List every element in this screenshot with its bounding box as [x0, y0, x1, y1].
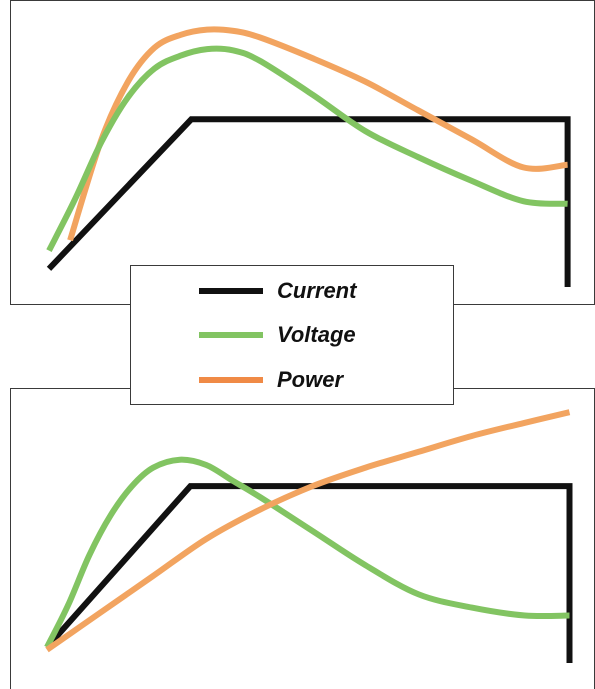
legend-item-voltage: Voltage [199, 320, 356, 350]
top-series-voltage-line [46, 45, 568, 252]
legend-swatch-power [199, 377, 263, 383]
chart-bottom-plot [44, 409, 573, 663]
legend-swatch-voltage [199, 332, 263, 338]
chart-top-plot [46, 26, 571, 287]
chart-bottom [10, 388, 595, 689]
legend-item-power: Power [199, 365, 343, 395]
top-series-power-line [67, 26, 568, 242]
legend-label-voltage: Voltage [277, 322, 356, 347]
legend-swatch-current [199, 288, 263, 294]
bottom-series-current-line [44, 483, 573, 663]
bottom-series-power-line [45, 409, 571, 653]
legend-label-current: Current [277, 278, 357, 303]
legend: Current Voltage Power [130, 265, 454, 405]
top-series-current-line [46, 116, 571, 287]
bottom-series-voltage-line [44, 456, 570, 649]
chart-top [10, 0, 595, 305]
legend-label-power: Power [277, 367, 344, 392]
legend-item-current: Current [199, 276, 356, 306]
